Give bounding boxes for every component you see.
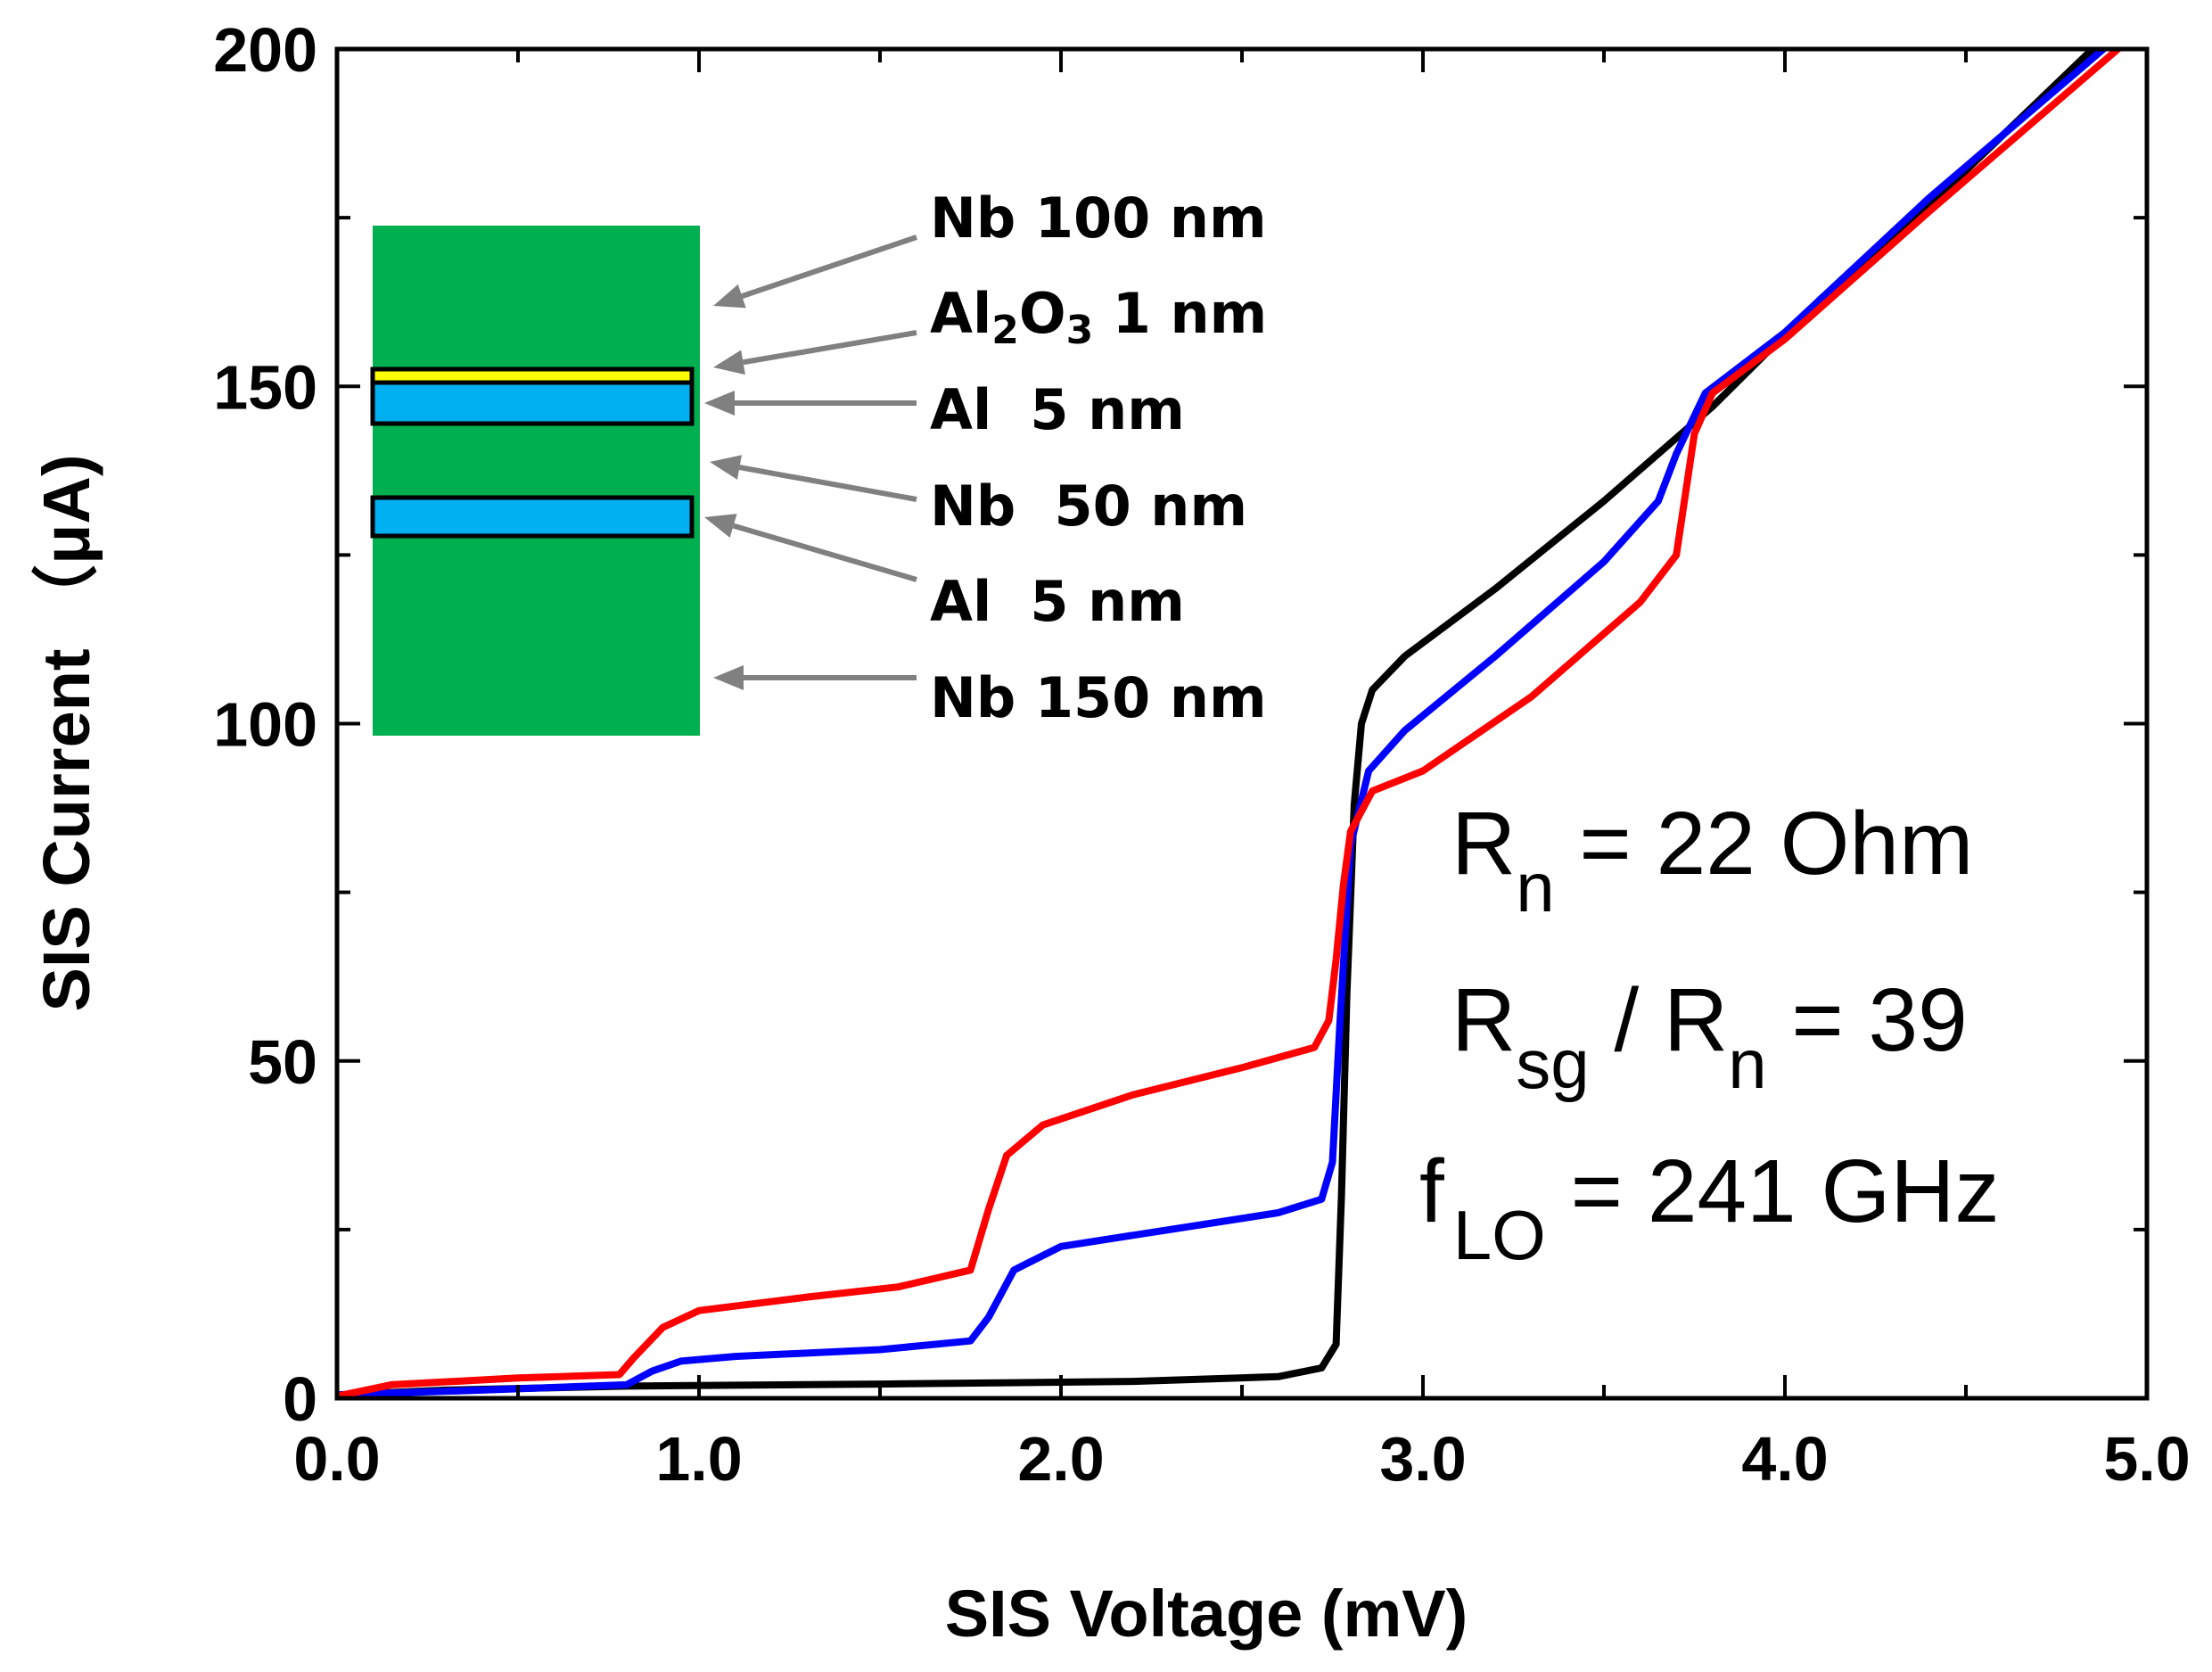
annotation-flo: f LO = 241 GHz: [1419, 1141, 1999, 1274]
x-tick-label: 1.0: [655, 1424, 742, 1494]
axis-ticks: [335, 47, 2149, 1400]
inset-label-nb-150: Nb 150 nm: [930, 665, 1267, 730]
x-tick-label: 3.0: [1379, 1424, 1466, 1494]
y-axis-title: SIS Current （μA): [29, 455, 103, 1012]
series-layer: [337, 49, 2122, 1398]
x-tick-label: 5.0: [2103, 1424, 2190, 1494]
x-tick-label: 4.0: [1741, 1424, 1828, 1494]
x-tick-label: 0.0: [293, 1424, 380, 1494]
inset-label-al-5-top: Al 5 nm: [930, 377, 1185, 442]
inset-layer-al-bottom: [370, 495, 695, 539]
inset-arrow-shaft: [743, 330, 917, 366]
inset-arrow-head: [704, 391, 735, 416]
inset-arrow-shaft: [738, 465, 917, 502]
axis-tick-labels: 0.0 1.0 2.0 3.0 4.0 5.0 0 50 100 150 200: [213, 15, 2190, 1494]
inset-green-body: [373, 226, 700, 736]
inset-label-nb-100: Nb 100 nm: [930, 185, 1267, 251]
x-axis-title: SIS Voltage (mV): [945, 1577, 1468, 1651]
inset-layer-al-top: [370, 380, 695, 426]
inset-label-al-5-bottom: Al 5 nm: [930, 569, 1185, 634]
annotation-rn: Rn = 22 Ohm: [1451, 794, 1973, 927]
inset-labels: Nb 100 nm Al2O3 1 nm Al 5 nm Nb 50 nm Al…: [930, 185, 1267, 730]
y-tick-label: 150: [213, 352, 317, 422]
inset-arrow-shaft: [732, 523, 917, 582]
inset-label-nb-50: Nb 50 nm: [930, 474, 1247, 539]
x-tick-label: 2.0: [1017, 1424, 1104, 1494]
layer-stack-inset: Nb 100 nm Al2O3 1 nm Al 5 nm Nb 50 nm Al…: [370, 185, 1267, 736]
inset-arrow-head: [713, 284, 746, 309]
series-line-blue: [337, 49, 2108, 1398]
inset-arrow-head: [713, 350, 745, 375]
series-line-red: [337, 49, 2122, 1398]
inset-arrow-head: [704, 514, 737, 539]
parameter-annotations: Rn = 22 Ohm Rsg / Rn = 39 f LO = 241 GHz: [1419, 794, 1999, 1274]
y-tick-label: 0: [283, 1364, 317, 1434]
inset-arrow-shaft: [741, 235, 917, 299]
inset-arrows: [704, 235, 917, 690]
inset-arrow-head: [713, 665, 744, 690]
inset-arrow-head: [710, 455, 742, 480]
inset-label-al2o3: Al2O3 1 nm: [930, 281, 1267, 353]
annotation-rsg-ratio: Rsg / Rn = 39: [1451, 970, 1968, 1103]
y-tick-label: 100: [213, 690, 317, 760]
y-tick-label: 200: [213, 15, 317, 85]
y-tick-label: 50: [248, 1027, 317, 1097]
